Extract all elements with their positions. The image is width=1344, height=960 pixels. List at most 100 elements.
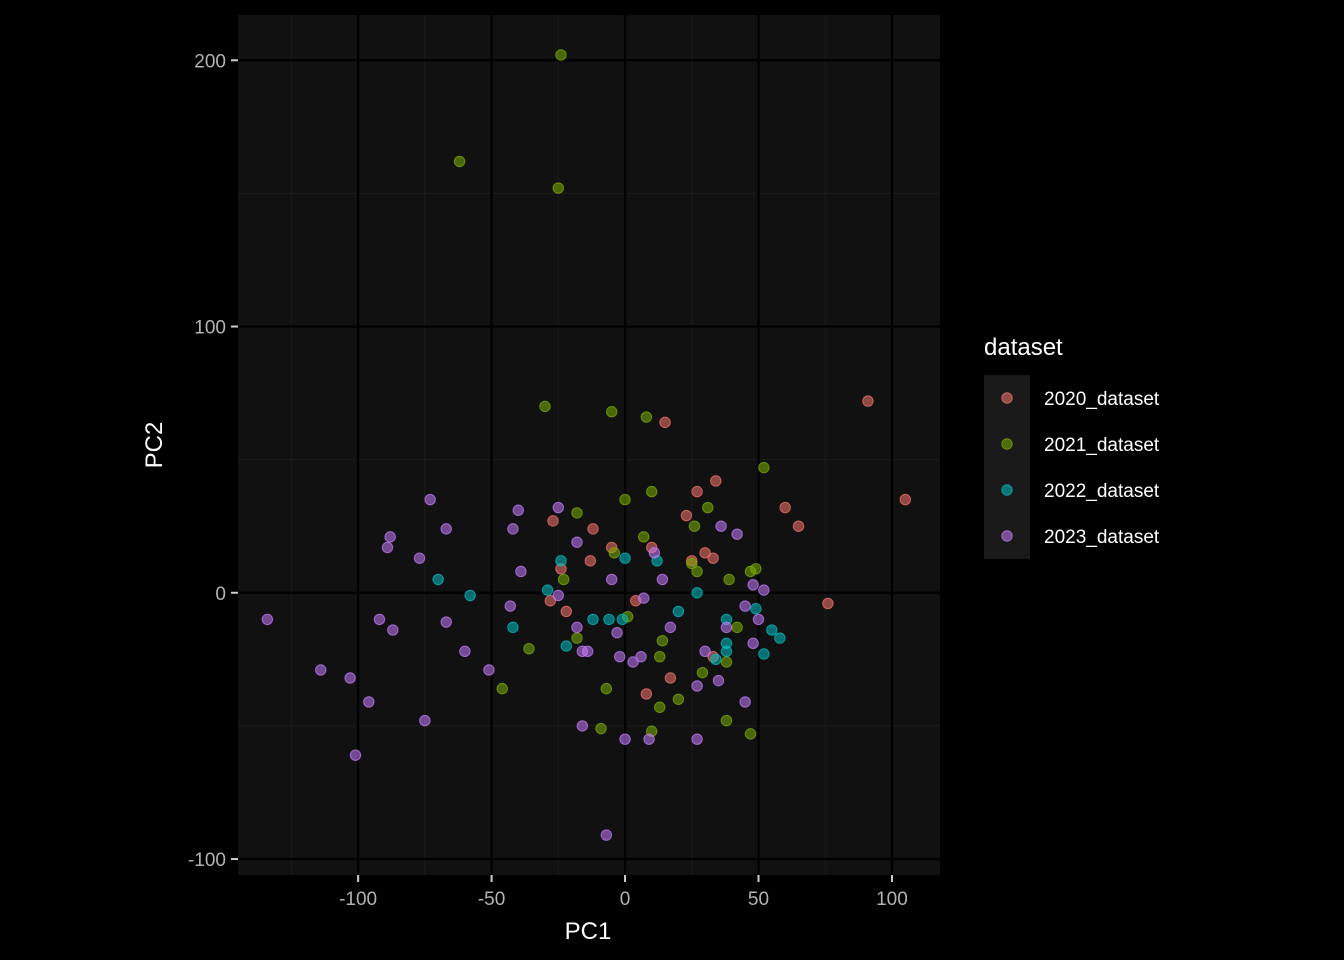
data-point [648,547,661,559]
data-point [686,557,698,570]
data-point [643,733,655,745]
data-point [656,634,669,647]
data-point [576,720,589,732]
data-point [656,573,669,586]
data-point [587,613,599,626]
data-point [344,672,356,684]
data-point [384,531,396,543]
data-point [691,565,703,578]
legend-label: 2020_dataset [1044,389,1160,410]
data-point [373,613,386,626]
data-point [381,541,394,554]
data-point [774,632,786,644]
data-point [747,579,759,591]
data-point [696,666,709,679]
legend: dataset 2020_dataset 2021_dataset 2022_dat… [984,334,1160,559]
data-point [571,507,583,519]
data-point [496,682,508,695]
data-point [862,395,874,407]
data-point [555,555,567,567]
legend-marker [1001,530,1013,542]
data-point [504,600,516,612]
data-point [515,565,527,578]
data-point [413,552,426,564]
right-margin [1216,0,1344,960]
x-tick-label: 100 [876,889,908,910]
data-point [459,645,471,658]
data-point [710,475,722,487]
data-point [739,600,751,612]
data-point [664,621,677,634]
data-point [440,523,452,535]
data-point [539,400,551,413]
data-point [611,627,623,639]
data-point [699,547,711,559]
y-axis-title: PC2 [141,422,168,469]
data-point [691,733,703,745]
data-points [261,49,912,841]
data-point [766,624,778,636]
data-point [608,547,621,559]
data-point [544,595,556,607]
data-point [715,520,727,532]
data-point [552,182,565,194]
data-point [619,493,631,506]
data-point [363,696,375,708]
data-point [723,573,735,586]
data-point [387,624,399,636]
data-point [654,650,666,663]
legend-label: 2021_dataset [1044,435,1160,456]
data-point [603,613,615,626]
left-margin [0,0,128,960]
y-tick-label: 200 [194,51,226,72]
data-point [680,509,693,522]
data-point [541,584,554,596]
x-axis: -100 -50 0 50 100 [339,875,908,910]
data-point [349,749,362,761]
data-point [758,461,770,474]
legend-marker [1001,392,1013,404]
data-point [758,648,770,660]
data-point [571,632,583,644]
data-point [616,613,629,626]
y-tick-label: 0 [215,584,226,605]
data-point [619,733,631,745]
data-point [702,501,714,514]
data-point [731,621,743,634]
legend-title: dataset [984,334,1063,361]
data-point [688,520,701,532]
major-gridlines [238,15,940,875]
data-point [672,693,685,705]
legend-label: 2023_dataset [1044,527,1160,548]
y-tick-label: -100 [188,850,226,871]
data-point [581,645,594,658]
data-point [720,714,733,727]
data-point [731,528,743,540]
data-point [560,640,573,652]
data-point [507,621,519,634]
legend-label: 2022_dataset [1044,481,1160,502]
data-point [605,573,618,586]
data-point [261,613,274,626]
data-point [547,515,559,527]
data-point [750,603,762,615]
data-point [664,672,677,684]
data-point [627,656,639,668]
data-point [659,416,671,429]
data-point [432,573,444,586]
data-point [747,637,759,650]
data-point [315,664,327,676]
data-point [699,645,711,658]
data-point [640,688,653,700]
data-point [560,605,573,618]
data-point [595,722,607,735]
data-point [654,701,666,713]
plot-panel [238,15,940,875]
x-axis-title: PC1 [565,918,612,945]
data-point [640,411,653,423]
data-point [744,728,757,740]
data-point [419,714,431,727]
x-tick-label: -100 [339,889,377,910]
data-point [739,696,751,708]
data-point [638,531,650,543]
